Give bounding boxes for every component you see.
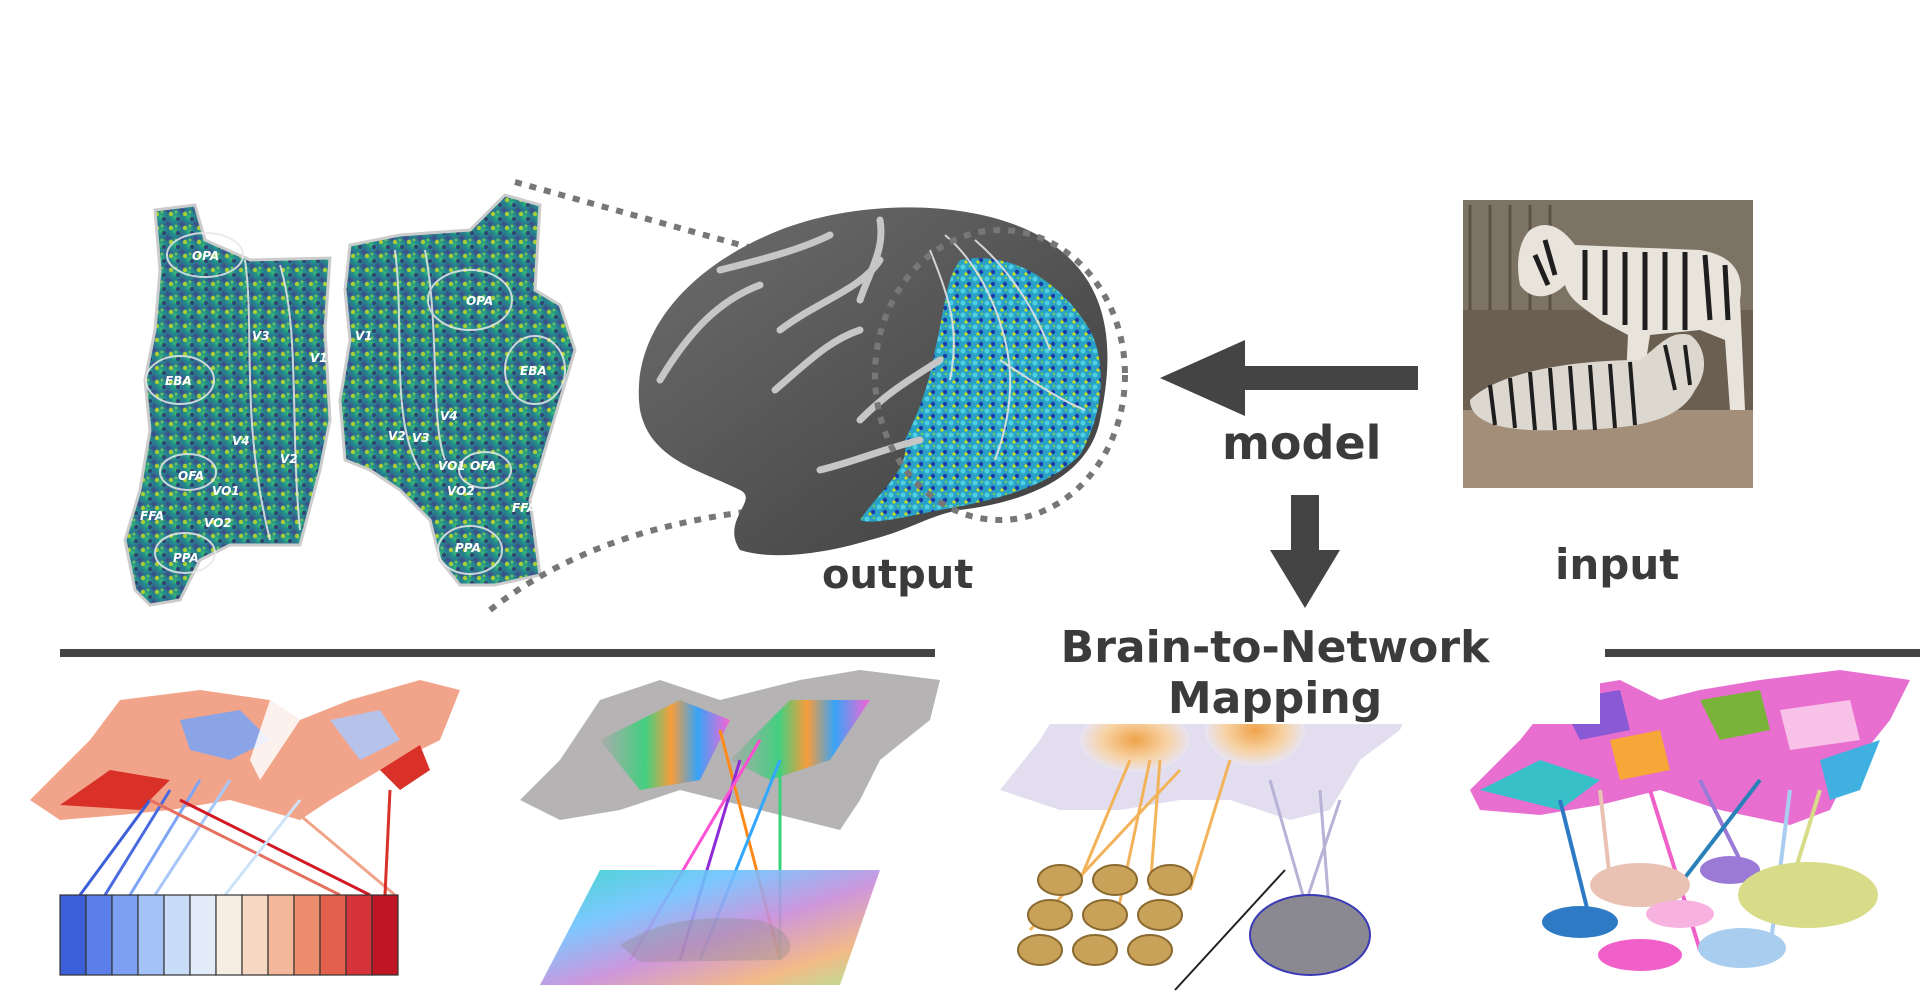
rf-ellipse [1542, 906, 1618, 938]
mapping-panel-spatial [520, 670, 940, 985]
zebra-standing [1518, 225, 1745, 410]
flatmap-left [123, 203, 332, 607]
output-label: output [822, 552, 974, 598]
rf-blob [1080, 708, 1190, 772]
rf-ellipse [1646, 900, 1714, 928]
blue-patch [330, 710, 400, 760]
flatmap-roi-outlines [145, 232, 566, 575]
zoom-connector-bottom [488, 507, 761, 613]
roi-label: VO1 [438, 459, 466, 473]
zoom-circle [872, 227, 1128, 523]
divider-line [1174, 869, 1286, 991]
roi-label: V1 [355, 329, 373, 343]
connection-lines [78, 779, 396, 897]
red-patch [60, 770, 170, 810]
roi-label: OPA [192, 249, 219, 263]
coin-filters [1017, 864, 1193, 966]
input-image [1463, 200, 1753, 488]
rainbow-patch [600, 700, 730, 790]
zebra-lying-stripes [1488, 344, 1692, 431]
flatmap-right-labels: V1 OPA EBA V4 V2 V3 VO1 OFA VO2 FFA PPA [355, 294, 547, 555]
roi-label: V1 [310, 351, 328, 365]
rf-ellipse [1738, 862, 1878, 928]
roi-label: V2 [280, 452, 298, 466]
roi-label: OFA [470, 459, 496, 473]
model-label: model [1222, 416, 1382, 470]
roi-label: PPA [173, 551, 199, 565]
brain-surface-group [638, 207, 1128, 556]
rf-ellipse [1598, 939, 1682, 971]
sulci-lines [656, 216, 944, 474]
arrow-down-icon [1270, 495, 1340, 608]
zebra-stripes [1532, 239, 1731, 330]
roi-label: FFA [512, 501, 536, 515]
blue-patch [180, 710, 270, 760]
rf-ellipse [1698, 928, 1786, 968]
roi-label: V3 [412, 431, 430, 445]
roi-label: OPA [466, 294, 493, 308]
parcel [1480, 760, 1600, 810]
roi-label: V4 [440, 409, 458, 423]
arrow-left-icon [1160, 340, 1418, 416]
roi-label: EBA [165, 374, 192, 388]
flatmap-right [338, 193, 577, 587]
parcel [1780, 700, 1860, 750]
image-plane [540, 870, 880, 985]
zebra-lying [1470, 334, 1705, 431]
rf-ellipse [1700, 856, 1760, 884]
zebra-silhouette [620, 918, 791, 962]
roi-label: VO1 [212, 484, 240, 498]
white-patch [250, 700, 300, 780]
activity-overlay [860, 258, 1101, 522]
title-rule-left [60, 649, 935, 657]
roi-label: V2 [388, 429, 406, 443]
title-rule-right [1605, 649, 1920, 657]
page-title: Brain-to-Network Mapping [950, 622, 1600, 724]
rf-ellipse [1590, 863, 1690, 907]
rainbow-patch [730, 700, 870, 780]
roi-label: VO2 [204, 516, 232, 530]
roi-label: VO2 [447, 484, 475, 498]
roi-label: EBA [520, 364, 547, 378]
flatmap-left-labels: OPA V3 V1 EBA V4 V2 OFA VO1 FFA VO2 PPA [140, 249, 328, 565]
input-label: input [1555, 540, 1680, 589]
roi-label: PPA [455, 541, 481, 555]
roi-label: OFA [178, 469, 204, 483]
roi-label: V3 [252, 329, 270, 343]
parcel [1820, 740, 1880, 800]
flatmap-spatial [520, 670, 940, 830]
rf-ellipse [1249, 894, 1371, 976]
parcel [1700, 690, 1770, 740]
feature-bars [59, 894, 399, 976]
red-patch [380, 745, 430, 790]
mapping-panel-diverging [30, 680, 460, 976]
parcel [1610, 730, 1670, 780]
roi-boundary-lines [929, 234, 1086, 461]
flatmap-group: OPA V3 V1 EBA V4 V2 OFA VO1 FFA VO2 PPA … [123, 179, 831, 613]
roi-label: FFA [140, 509, 164, 523]
roi-label: V4 [232, 434, 250, 448]
